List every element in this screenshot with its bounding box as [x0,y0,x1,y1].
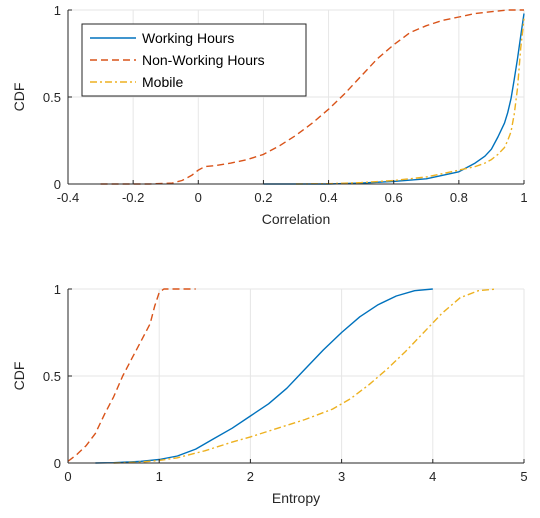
x-tick-label: 0.4 [320,190,338,205]
legend-label-mobile: Mobile [142,74,183,90]
x-tick-label: 0.8 [450,190,468,205]
legend: Working Hours Non-Working Hours Mobile [81,23,307,97]
series-line-non-working-hours [100,9,524,185]
series-line-mobile [295,18,525,185]
x-tick-label: 0.6 [385,190,403,205]
x-tick-label: -0.4 [57,190,79,205]
legend-box [81,23,307,97]
x-tick-label: 2 [247,469,254,484]
y-tick-label: 0 [54,456,61,471]
correlation-cdf-panel: -0.4 -0.2 0 0.2 0.4 0.6 0.8 1 0 0.5 1 Correlation CD… [11,3,528,227]
x-tick-label: 3 [338,469,345,484]
series-line-mobile [113,288,497,464]
y-tick-label: 0.5 [43,90,61,105]
y-tick-label: 0.5 [43,369,61,384]
series-line-non-working-hours [67,288,196,462]
x-axis-title: Correlation [262,211,330,227]
x-tick-label: 5 [520,469,527,484]
x-axis-title: Entropy [272,490,320,506]
x-tick-label: 0.2 [254,190,272,205]
x-tick-label: 1 [156,469,163,484]
x-tick-label: 1 [520,190,527,205]
legend-label-working-hours: Working Hours [142,30,234,46]
y-tick-label: 0 [54,177,61,192]
y-tick-label: 1 [54,282,61,297]
x-tick-label: 4 [429,469,436,484]
x-tick-label: -0.2 [122,190,144,205]
legend-label-non-working-hours: Non-Working Hours [142,52,265,68]
y-axis-title: CDF [11,362,27,391]
series-line-working-hours [263,13,525,185]
y-tick-label: 1 [54,3,61,18]
x-tick-label: 0 [64,469,71,484]
x-tick-label: 0 [195,190,202,205]
entropy-cdf-panel: 0 1 2 3 4 5 0 0.5 1 Entropy CDF [11,282,528,506]
y-axis-title: CDF [11,83,27,112]
